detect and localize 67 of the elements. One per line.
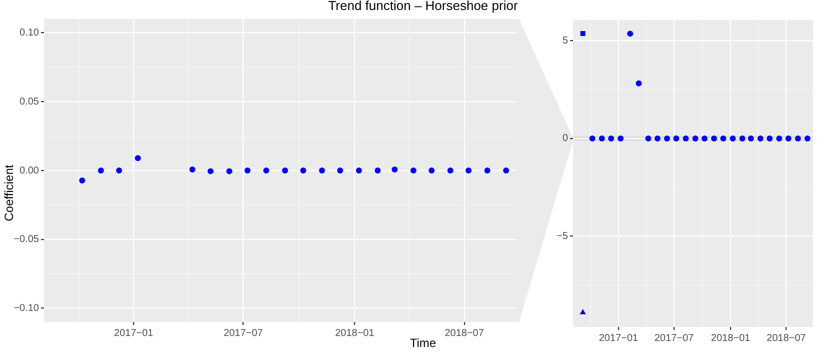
point xyxy=(116,168,122,174)
x-tick-label: 2018−07 xyxy=(766,332,806,344)
chart-title: Trend function – Horseshoe prior xyxy=(327,0,519,13)
x-tick-label: 2017−01 xyxy=(114,328,154,339)
point xyxy=(794,136,801,142)
point xyxy=(785,136,792,142)
point xyxy=(589,136,596,142)
point xyxy=(503,168,510,174)
x-tick-label: 2018−01 xyxy=(711,332,751,344)
point xyxy=(720,136,726,142)
point xyxy=(244,168,250,174)
y-tick-label: 5 xyxy=(562,35,568,46)
point xyxy=(410,168,416,174)
point xyxy=(804,136,810,142)
point xyxy=(692,136,698,142)
point xyxy=(580,309,586,314)
y-tick-label: −0.10 xyxy=(14,302,40,314)
point xyxy=(739,136,746,142)
y-tick-label: 0.10 xyxy=(20,28,40,39)
point xyxy=(208,168,214,174)
point xyxy=(664,136,670,142)
point xyxy=(598,136,605,142)
point xyxy=(682,136,689,142)
point xyxy=(300,168,306,174)
point xyxy=(98,168,104,174)
x-tick-label: 2017−07 xyxy=(654,332,694,344)
point xyxy=(318,168,325,174)
point xyxy=(776,136,782,142)
point xyxy=(636,80,642,86)
point xyxy=(711,136,718,142)
y-tick-label: 0.00 xyxy=(20,165,40,176)
x-tick-label: 2018−07 xyxy=(444,328,484,339)
y-axis-title: Coefficient xyxy=(2,164,16,224)
point xyxy=(466,168,472,174)
point xyxy=(702,136,708,142)
point xyxy=(189,166,196,173)
x-tick-label: 2017−01 xyxy=(598,332,639,344)
point xyxy=(748,136,754,142)
point xyxy=(356,168,362,174)
y-tick-label: 0 xyxy=(562,133,568,144)
point xyxy=(79,178,86,184)
point xyxy=(608,136,614,142)
point xyxy=(263,168,270,174)
point xyxy=(757,136,764,142)
y-tick-label: 0.05 xyxy=(20,96,40,108)
point xyxy=(447,168,454,174)
point xyxy=(484,168,490,174)
point xyxy=(627,30,634,37)
y-tick-label: −5 xyxy=(556,231,568,242)
point xyxy=(618,136,624,142)
point xyxy=(374,168,381,174)
point xyxy=(730,136,736,142)
y-tick-label: −0.05 xyxy=(14,234,40,246)
point xyxy=(673,136,680,142)
x-tick-label: 2017−07 xyxy=(224,328,264,339)
point xyxy=(654,136,661,142)
point xyxy=(428,168,435,174)
point xyxy=(226,168,232,174)
point xyxy=(134,155,141,162)
point xyxy=(645,136,652,142)
point xyxy=(580,31,586,36)
point xyxy=(282,168,288,174)
point xyxy=(766,136,773,142)
point xyxy=(392,166,398,173)
point xyxy=(337,168,344,174)
x-tick-label: 2018−01 xyxy=(335,328,375,339)
x-axis-title: Time xyxy=(410,336,436,350)
